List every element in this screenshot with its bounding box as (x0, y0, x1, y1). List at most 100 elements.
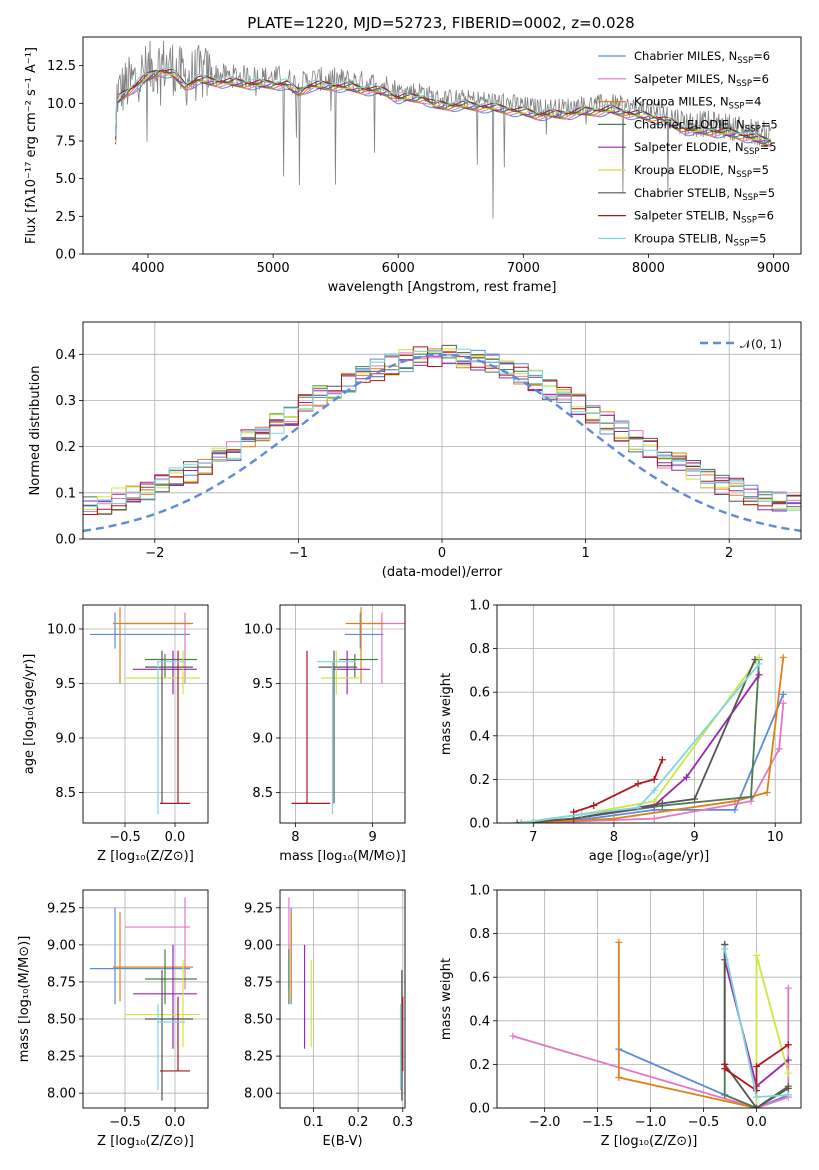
x-tick-label: −0.5 (109, 1115, 141, 1130)
legend-entry: Chabrier MILES, NSSP=6 (634, 49, 770, 66)
mass-vs-metallicity-panel: −0.5 0.0 8.00 8.25 8.50 8.75 9.00 9.25 Z [log₁₀(… (17, 889, 209, 1149)
mass-weight-marker (509, 1032, 517, 1040)
legend-label: Kroupa ELODIE, N (634, 163, 736, 177)
y-tick-label: 9.25 (244, 901, 273, 916)
y-tick-label: 8.25 (47, 1050, 76, 1065)
legend-entry: Kroupa STELIB, NSSP=5 (634, 231, 766, 248)
grid (83, 890, 208, 1108)
mass-weight-marker (779, 653, 787, 661)
y-tick-label: 10.0 (244, 622, 273, 637)
legend-subscript: SSP (734, 238, 750, 248)
mass-weight-marker (753, 1063, 761, 1071)
y-axis-label: Normed distribution (28, 366, 43, 496)
y-tick-label: 9.0 (252, 731, 273, 746)
legend-label: Chabrier STELIB, N (634, 186, 742, 200)
y-tick-label: 1.0 (469, 884, 490, 899)
mass-weight-marker (755, 671, 763, 679)
x-tick-label: −1.5 (582, 1115, 614, 1130)
y-tick-label: 9.0 (55, 731, 76, 746)
legend-suffix: =5 (752, 163, 769, 177)
x-tick-label: −2 (145, 546, 164, 561)
mass-weight-marker (779, 690, 787, 698)
legend-entry: Kroupa ELODIE, NSSP=5 (634, 163, 769, 180)
grid (280, 605, 405, 823)
mass-weight-marker (610, 815, 618, 823)
y-axis-label: Flux [fλ10⁻¹⁷ erg cm⁻² s⁻¹ A⁻¹] (24, 47, 39, 244)
mass-weight-marker (650, 786, 658, 794)
grid (497, 889, 801, 1109)
y-tick-label: 9.5 (252, 677, 273, 692)
x-tick-label: 6000 (382, 261, 415, 276)
mass-weight-marker (682, 773, 690, 781)
legend-entry: Salpeter MILES, NSSP=6 (634, 72, 769, 89)
axes-frame (82, 36, 802, 255)
x-tick-label: 0.1 (303, 1115, 324, 1130)
mass-weight-marker (747, 793, 755, 801)
legend-subscript: SSP (744, 147, 760, 157)
legend-entry: Salpeter ELODIE, NSSP=5 (634, 140, 777, 157)
y-tick-label: 5.0 (55, 172, 76, 187)
x-axis-label: Z [log₁₀(Z/Z⊙)] (97, 1134, 194, 1149)
y-tick-label: 2.5 (55, 210, 76, 225)
y-tick-label: 0.6 (469, 686, 490, 701)
mass-weight-line (533, 703, 785, 823)
axes-frame (82, 321, 802, 540)
mass-weight-marker (763, 788, 771, 796)
legend-subscript: SSP (736, 79, 752, 89)
mass-weight-marker (751, 656, 759, 663)
y-axis-label: mass [log₁₀(M/M⊙)] (17, 936, 32, 1063)
y-tick-label: 8.00 (244, 1087, 273, 1102)
legend-entry: 𝒩(0, 1) (740, 337, 782, 351)
y-axis-label: age [log₁₀(age/yr)] (22, 654, 37, 775)
y-tick-label: 8.50 (47, 1013, 76, 1028)
y-tick-label: 8.00 (47, 1087, 76, 1102)
x-tick-label: 9 (368, 830, 376, 845)
mass-weight-line (521, 659, 760, 823)
legend-subscript: SSP (737, 56, 753, 66)
model-spectrum-line (115, 70, 772, 142)
mass-weight-marker (721, 1065, 729, 1073)
weight-lines (513, 653, 787, 823)
legend-entry: Salpeter STELIB, NSSP=6 (634, 209, 774, 226)
mass-weight-line (573, 759, 664, 813)
mass-weight-marker (658, 799, 666, 807)
x-axis-label: Z [log₁₀(Z/Z⊙)] (97, 849, 194, 864)
age-vs-mass-panel: 8 9 8.5 9.0 9.5 10.0 mass [log₁₀(M/M⊙)] (244, 604, 406, 864)
y-axis-label: mass weight (439, 958, 454, 1040)
legend-suffix: =5 (761, 117, 778, 131)
y-tick-label: 1.0 (469, 599, 490, 614)
x-tick-label: 5000 (257, 261, 290, 276)
mass-weight-marker (650, 775, 658, 783)
mass-weight-marker (615, 938, 623, 946)
mass-weight-line (517, 656, 760, 823)
mass-weight-marker (784, 984, 792, 992)
x-tick-label: 1 (581, 546, 589, 561)
y-tick-label: 0.0 (469, 817, 490, 832)
legend-subscript: SSP (742, 193, 758, 203)
model-spectrum-line (115, 69, 772, 145)
mass-weight-marker (753, 1093, 761, 1101)
mass-weight-marker (784, 1091, 792, 1099)
error-bars (90, 897, 200, 1101)
histograms (83, 344, 801, 533)
mass-weight-marker (779, 699, 787, 707)
x-tick-label: 9000 (757, 261, 790, 276)
y-tick-label: 0.2 (469, 1058, 490, 1073)
legend-suffix: =5 (758, 186, 775, 200)
y-tick-label: 8.75 (47, 975, 76, 990)
y-tick-label: 8.5 (252, 786, 273, 801)
y-tick-label: 12.5 (47, 59, 76, 74)
mass-weight-marker (775, 745, 783, 753)
legend-subscript: SSP (745, 124, 761, 134)
y-tick-label: 0.1 (55, 486, 76, 501)
x-tick-label: 10 (767, 830, 784, 845)
legend-subscript: SSP (741, 216, 757, 226)
mass-weight-line (521, 674, 760, 823)
spectrum-lines (115, 40, 772, 219)
axes-frame (279, 889, 406, 1109)
y-tick-label: 0.4 (469, 729, 490, 744)
mass-weight-line (755, 955, 790, 1108)
x-tick-label: 4000 (131, 261, 164, 276)
mass-vs-extinction-panel: 0.1 0.2 0.3 8.00 8.25 8.50 8.75 9.00 9.25 E(B-V) (244, 889, 413, 1149)
x-tick-label: 0.0 (165, 830, 186, 845)
